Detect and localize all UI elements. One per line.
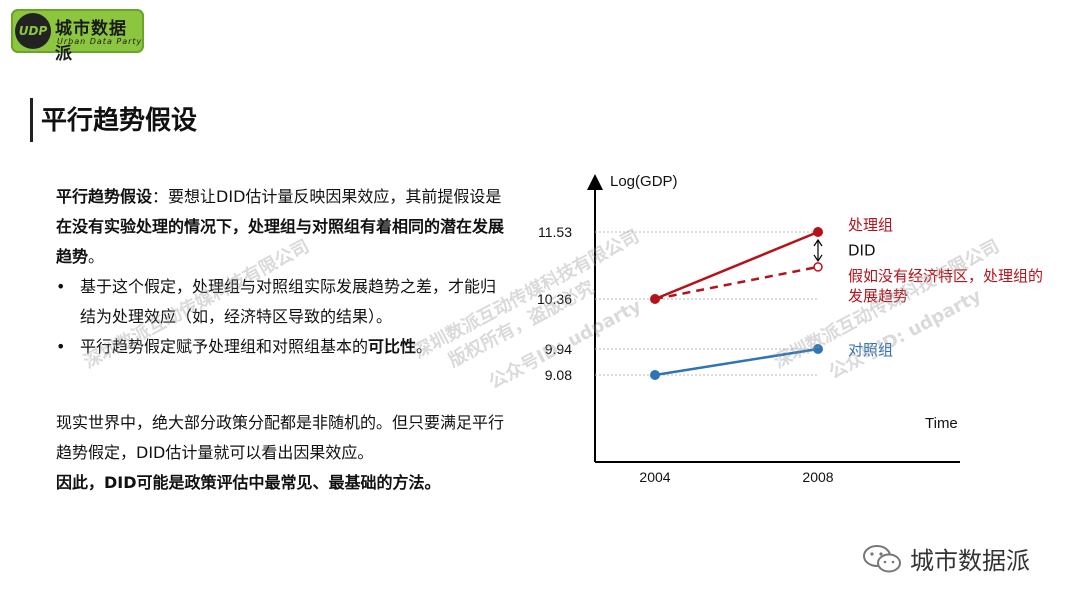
intro-text: 要想让DID估计量反映因果效应，其前提假设是 — [168, 187, 502, 206]
series-label: 假如没有经济特区，处理组的发展趋势 — [848, 267, 1043, 305]
did-chart: Log(GDP) Time 11.53 10.36 9.94 9.08 2004 2008 处理… — [537, 173, 1043, 485]
series-line — [654, 347, 819, 377]
footer-brand-text: 城市数据派 — [910, 547, 1030, 575]
conclusion-text: 现实世界中，绝大部分政策分配都是非随机的。但只要满足平行趋势假定，DID估计量就… — [56, 413, 505, 462]
logo-mark: UDP — [15, 13, 51, 49]
bullet-text: 基于这个假定，处理组与对照组实际发展趋势之差，才能归结为处理效应（如，经济特区导… — [80, 277, 497, 326]
series-label: 对照组 — [848, 341, 893, 359]
bullet-dot: • — [56, 337, 66, 356]
y-tick-label: 9.94 — [545, 341, 572, 357]
bullet-item: • 基于这个假定，处理组与对照组实际发展趋势之差，才能归结为处理效应（如，经济特… — [56, 272, 506, 332]
did-arrow-down — [813, 254, 823, 263]
bullet-text: 平行趋势假定赋予处理组和对照组基本的 — [80, 337, 369, 356]
logo-name: 城市数据派 — [55, 19, 127, 64]
logo-subtitle: Urban Data Party — [57, 37, 143, 46]
bullet-item: • 平行趋势假定赋予处理组和对照组基本的可比性。 — [56, 332, 506, 362]
intro-bold: 在没有实验处理的情况下，处理组与对照组有着相同的潜在发展趋势 — [56, 217, 505, 266]
series-point — [813, 262, 823, 272]
conclusion-paragraph: 现实世界中，绝大部分政策分配都是非随机的。但只要满足平行趋势假定，DID估计量就… — [56, 408, 516, 498]
title-accent-bar — [30, 98, 33, 142]
series-line — [654, 230, 819, 301]
series-line — [654, 265, 819, 301]
y-tick-label: 11.53 — [538, 224, 572, 240]
intro-paragraph: 平行趋势假设：要想让DID估计量反映因果效应，其前提假设是在没有实验处理的情况下… — [56, 182, 506, 272]
intro-block: 平行趋势假设：要想让DID估计量反映因果效应，其前提假设是在没有实验处理的情况下… — [56, 182, 506, 362]
series-point — [650, 370, 660, 380]
brand-logo: UDP 城市数据派 Urban Data Party — [11, 9, 144, 64]
bullet-dot: • — [56, 277, 66, 296]
did-label: DID — [848, 241, 876, 259]
wechat-icon — [863, 544, 901, 572]
page-title: 平行趋势假设 — [41, 106, 198, 136]
y-tick-label: 10.36 — [537, 291, 572, 307]
bullet-end: 。 — [416, 337, 433, 356]
footer-brand: 城市数据派 — [862, 541, 1030, 576]
intro-end: 。 — [88, 247, 105, 266]
y-axis-label: Log(GDP) — [610, 173, 678, 190]
y-tick-label: 9.08 — [545, 367, 572, 383]
x-axis-label: Time — [925, 415, 958, 432]
series-point — [813, 344, 823, 354]
series-point — [813, 227, 823, 237]
intro-label: 平行趋势假设 — [56, 187, 153, 206]
x-tick-label: 2004 — [639, 469, 670, 485]
bullet-bold: 可比性 — [368, 337, 417, 356]
conclusion-bold: 因此，DID可能是政策评估中最常见、最基础的方法。 — [56, 473, 441, 492]
intro-colon: ： — [152, 187, 169, 206]
series-label: 处理组 — [848, 216, 893, 234]
did-arrow-up — [813, 238, 823, 247]
x-tick-label: 2008 — [802, 469, 833, 485]
